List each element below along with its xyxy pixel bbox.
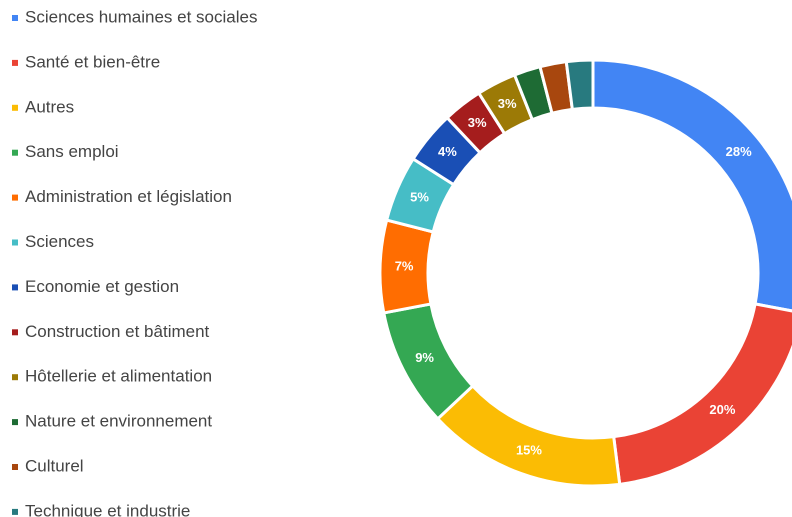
legend-label: Technique et industrie xyxy=(25,501,190,517)
donut-slice xyxy=(591,58,792,313)
legend-swatch xyxy=(12,419,18,426)
legend-label: Construction et bâtiment xyxy=(25,322,210,341)
donut-slice xyxy=(612,302,792,486)
legend-swatch xyxy=(12,194,18,201)
legend-label: Sciences xyxy=(25,232,94,251)
donut-slice xyxy=(435,383,622,488)
legend-label: Nature et environnement xyxy=(25,412,212,431)
slice-label: 3% xyxy=(468,115,487,130)
legend-label: Autres xyxy=(25,97,74,116)
legend-swatch xyxy=(12,104,18,111)
legend-label: Hôtellerie et alimentation xyxy=(25,367,212,386)
legend-swatch xyxy=(12,464,18,470)
legend-swatch xyxy=(12,149,18,156)
legend-swatch xyxy=(12,374,18,381)
legend-label: Santé et bien-être xyxy=(25,52,160,71)
legend-swatch xyxy=(12,329,18,336)
legend-swatch xyxy=(12,59,18,66)
legend-swatch xyxy=(12,239,18,246)
donut-slice xyxy=(564,58,595,111)
slice-label: 15% xyxy=(516,442,542,457)
legend-swatch xyxy=(12,508,18,515)
legend-label: Culturel xyxy=(25,456,84,475)
legend-label: Sciences humaines et sociales xyxy=(25,7,257,26)
slice-label: 28% xyxy=(726,144,752,159)
legend-label: Administration et législation xyxy=(25,187,232,206)
legend-swatch xyxy=(12,15,18,21)
legend-label: Economie et gestion xyxy=(25,277,179,296)
slice-label: 4% xyxy=(438,144,457,159)
slice-label: 3% xyxy=(498,96,517,111)
slice-label: 5% xyxy=(410,189,429,204)
legend-label: Sans emploi xyxy=(25,142,119,161)
slice-label: 7% xyxy=(395,259,414,274)
legend-swatch xyxy=(12,284,18,291)
slice-label: 20% xyxy=(709,402,735,417)
slice-label: 9% xyxy=(415,350,434,365)
